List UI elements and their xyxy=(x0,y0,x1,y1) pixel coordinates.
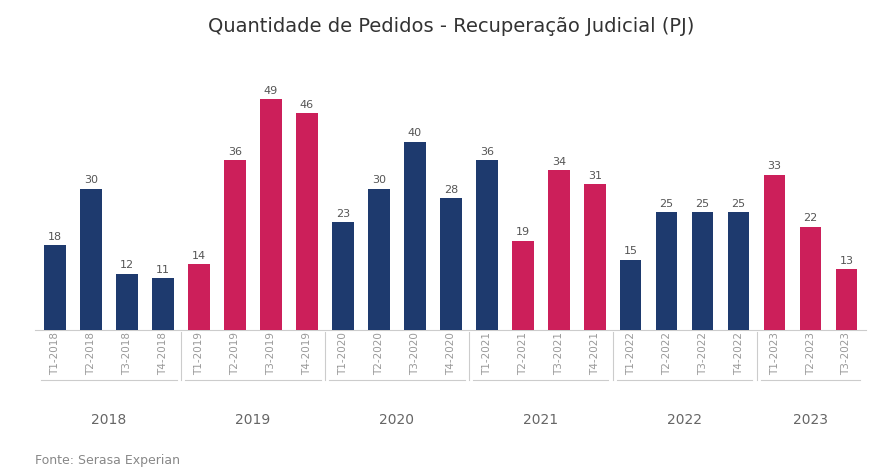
Text: 28: 28 xyxy=(444,185,458,195)
Text: 2018: 2018 xyxy=(91,413,126,427)
Bar xyxy=(620,260,642,330)
Text: 22: 22 xyxy=(804,213,818,223)
Text: 30: 30 xyxy=(372,176,386,185)
Bar xyxy=(80,189,102,330)
Bar xyxy=(440,198,461,330)
Bar xyxy=(800,227,821,330)
Text: 34: 34 xyxy=(552,157,566,167)
Bar xyxy=(584,184,606,330)
Text: 15: 15 xyxy=(624,246,637,256)
Bar xyxy=(476,160,498,330)
Bar xyxy=(260,99,282,330)
Text: 23: 23 xyxy=(336,209,350,219)
Bar xyxy=(728,212,750,330)
Bar xyxy=(152,278,174,330)
Text: 40: 40 xyxy=(408,128,422,138)
Text: 33: 33 xyxy=(767,161,781,171)
Bar xyxy=(404,142,426,330)
Bar xyxy=(225,160,246,330)
Text: 49: 49 xyxy=(263,86,278,96)
Text: 12: 12 xyxy=(120,261,134,270)
Bar xyxy=(656,212,677,330)
Text: 25: 25 xyxy=(696,199,710,209)
Text: 2021: 2021 xyxy=(523,413,559,427)
Bar xyxy=(117,274,138,330)
Text: 19: 19 xyxy=(515,228,530,237)
Bar xyxy=(835,269,857,330)
Text: 13: 13 xyxy=(840,256,854,266)
Text: 31: 31 xyxy=(588,171,602,181)
Text: 36: 36 xyxy=(480,147,494,157)
Text: Fonte: Serasa Experian: Fonte: Serasa Experian xyxy=(35,454,180,467)
Text: 2023: 2023 xyxy=(793,413,828,427)
Bar xyxy=(512,241,534,330)
Text: 11: 11 xyxy=(156,265,170,275)
Bar xyxy=(692,212,713,330)
Text: 36: 36 xyxy=(228,147,242,157)
Text: 2019: 2019 xyxy=(235,413,271,427)
Bar xyxy=(764,175,785,330)
Text: 25: 25 xyxy=(659,199,674,209)
Title: Quantidade de Pedidos - Recuperação Judicial (PJ): Quantidade de Pedidos - Recuperação Judi… xyxy=(208,17,694,36)
Bar xyxy=(44,245,66,330)
Text: 25: 25 xyxy=(732,199,746,209)
Bar xyxy=(332,222,354,330)
Bar xyxy=(188,264,210,330)
Text: 46: 46 xyxy=(300,100,314,110)
Text: 18: 18 xyxy=(48,232,62,242)
Text: 14: 14 xyxy=(192,251,206,261)
Text: 2020: 2020 xyxy=(379,413,415,427)
Text: 2022: 2022 xyxy=(667,413,702,427)
Bar xyxy=(296,113,317,330)
Bar xyxy=(548,170,569,330)
Text: 30: 30 xyxy=(84,176,98,185)
Bar xyxy=(368,189,390,330)
